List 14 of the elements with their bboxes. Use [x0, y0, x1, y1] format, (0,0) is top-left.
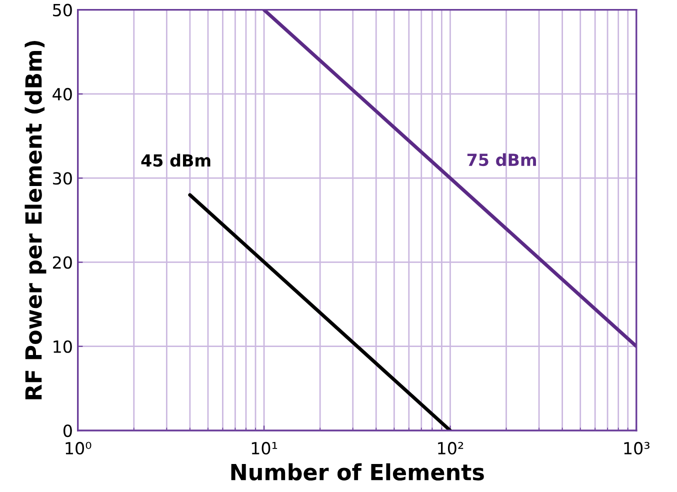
x-tick-label: 10² — [438, 442, 464, 455]
x-tick-label: 10³ — [624, 442, 650, 455]
series-label: 75 dBm — [467, 153, 536, 166]
y-tick-label: 0 — [63, 424, 72, 438]
y-tick-label: 50 — [53, 4, 72, 16]
y-tick-label: 30 — [53, 172, 72, 185]
x-axis-title: Number of Elements — [231, 463, 484, 480]
y-tick-label: 20 — [53, 256, 72, 269]
text: 45 dBm — [141, 154, 210, 167]
x-tick-label: 10⁰ — [66, 442, 92, 455]
y-tick-label: 10 — [54, 340, 72, 353]
y-tick-label: 40 — [52, 88, 72, 101]
y-axis-title: RF Power per Element (dBm) — [24, 41, 46, 400]
x-tick-label: 10¹ — [252, 442, 278, 455]
